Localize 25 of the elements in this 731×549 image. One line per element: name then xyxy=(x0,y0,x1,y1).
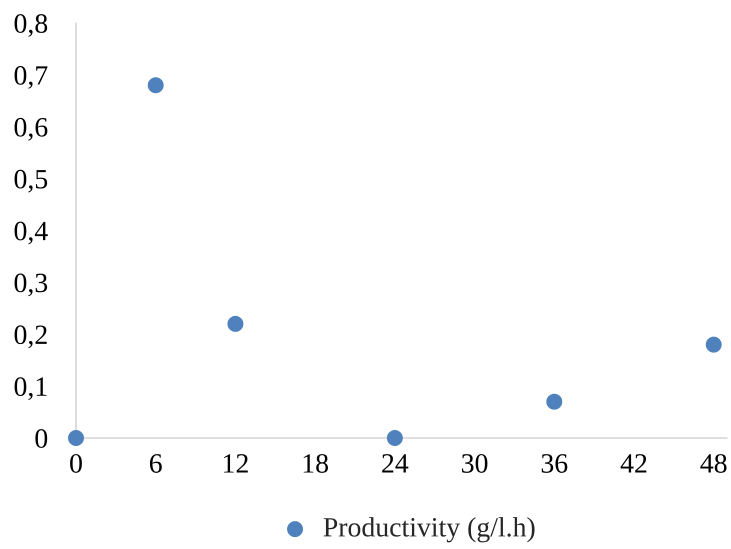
x-tick-label: 6 xyxy=(150,454,162,473)
point xyxy=(68,430,84,446)
x-tick-label: 48 xyxy=(700,454,727,473)
y-tick-label: 0,4 xyxy=(14,222,48,244)
x-tick-label: 36 xyxy=(542,454,568,473)
y-tick-label: 0,7 xyxy=(14,66,48,89)
point xyxy=(227,316,244,332)
point xyxy=(546,394,562,410)
y-tick-label: 0,5 xyxy=(14,170,48,193)
y-tick-label: 0,8 xyxy=(14,14,48,37)
x-tick-label: 0 xyxy=(70,454,82,473)
x-tick-label: 30 xyxy=(462,454,488,473)
point xyxy=(148,77,164,94)
y-tick-label: 0,2 xyxy=(14,325,47,348)
legend-label: Productivity (g/l.h) xyxy=(324,517,535,542)
y-tick-label: 0,3 xyxy=(14,274,48,296)
point xyxy=(706,336,722,353)
point xyxy=(386,430,403,446)
y-tick-label: 0,6 xyxy=(14,118,48,141)
x-tick-label: 42 xyxy=(620,454,646,473)
y-tick-label: 0,1 xyxy=(14,377,47,400)
x-tick-label: 12 xyxy=(224,454,248,473)
x-tick-label: 18 xyxy=(304,454,328,473)
y-tick-label: 0 xyxy=(35,429,48,448)
x-tick-label: 24 xyxy=(382,454,408,473)
